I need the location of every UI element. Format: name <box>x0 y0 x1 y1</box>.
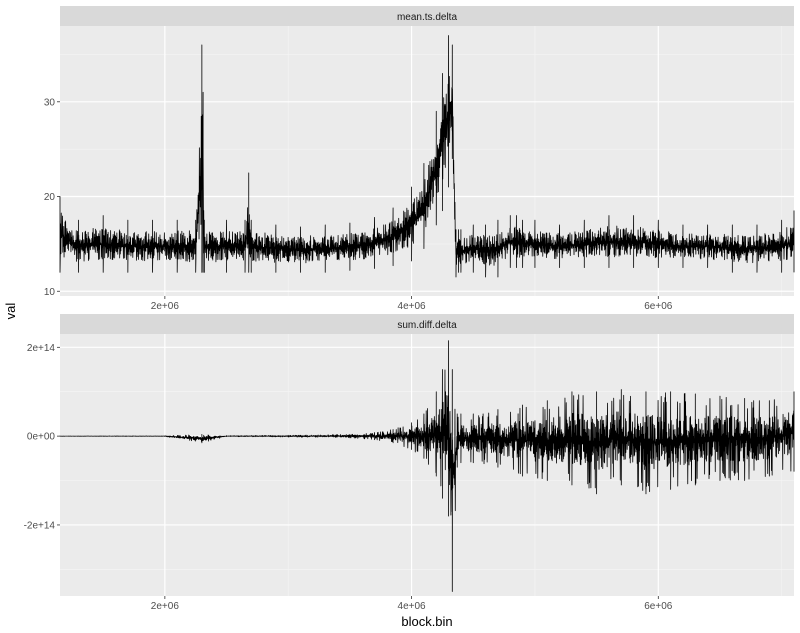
series-line-sum-diff-delta <box>59 340 795 592</box>
x-axis-sum-diff-delta: 2e+06 4e+06 6e+06 <box>151 596 673 612</box>
y-tick-label: -2e+14 <box>24 520 56 531</box>
y-axis-mean-ts-delta: 10 20 30 <box>44 97 60 298</box>
x-tick-label: 4e+06 <box>398 301 427 312</box>
y-axis-title: val <box>3 303 18 320</box>
gridlines-sum-diff-delta <box>60 334 794 596</box>
y-tick-label: 10 <box>44 287 56 298</box>
x-tick-label: 6e+06 <box>644 601 673 612</box>
x-axis-mean-ts-delta: 2e+06 4e+06 6e+06 <box>151 296 673 312</box>
x-tick-label: 2e+06 <box>151 601 180 612</box>
strip-label-mean-ts-delta: mean.ts.delta <box>397 12 457 23</box>
y-axis-sum-diff-delta: -2e+14 0e+00 2e+14 <box>24 343 60 531</box>
panel-sum-diff-delta: sum.diff.delta -2e+14 0e+00 2e+14 2e+06 4e+… <box>24 314 795 612</box>
series-line-mean-ts-delta <box>59 35 795 278</box>
x-tick-label: 4e+06 <box>398 601 427 612</box>
strip-mean-ts-delta <box>60 6 794 26</box>
panel-background-sum-diff-delta <box>60 334 794 596</box>
x-tick-label: 6e+06 <box>644 301 673 312</box>
x-tick-label: 2e+06 <box>151 301 180 312</box>
y-tick-label: 2e+14 <box>27 343 56 354</box>
series-mean-ts-delta <box>59 35 795 278</box>
strip-sum-diff-delta <box>60 314 794 334</box>
panel-mean-ts-delta: mean.ts.delta 10 20 30 2e+06 4e+06 6e+06 <box>44 6 795 312</box>
strip-label-sum-diff-delta: sum.diff.delta <box>397 320 457 331</box>
series-sum-diff-delta <box>59 340 795 592</box>
y-tick-label: 0e+00 <box>27 432 56 443</box>
y-tick-label: 30 <box>44 97 56 108</box>
y-tick-label: 20 <box>44 192 56 203</box>
x-axis-title: block.bin <box>401 614 452 629</box>
